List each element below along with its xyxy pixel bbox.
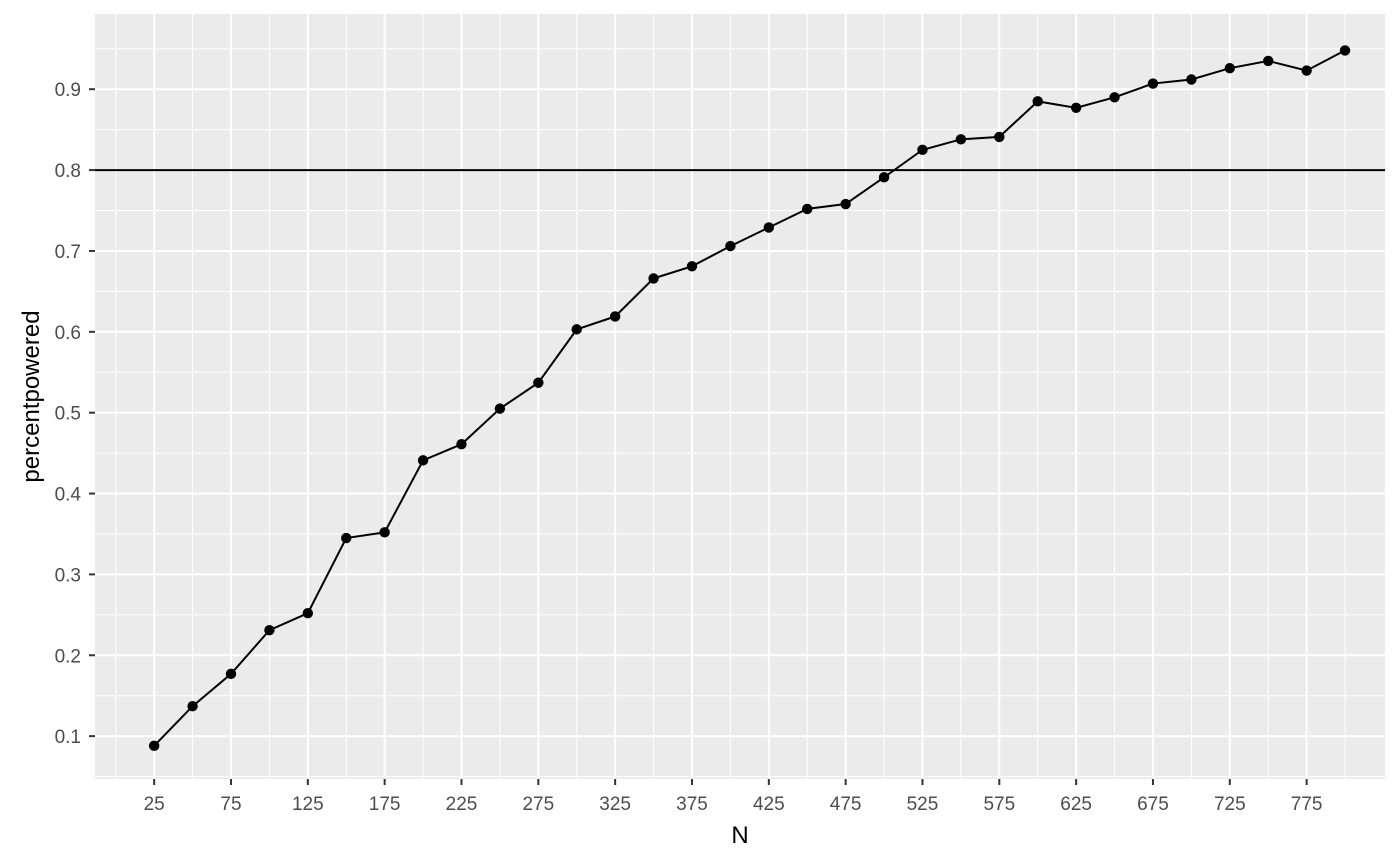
- y-tick-label: 0.5: [55, 404, 81, 425]
- x-tick-label: 375: [676, 794, 708, 815]
- data-point: [1032, 96, 1043, 107]
- data-point: [994, 131, 1005, 143]
- y-tick-label: 0.3: [55, 565, 81, 586]
- y-tick-label: 0.2: [55, 646, 81, 667]
- data-point: [878, 172, 890, 183]
- data-point: [725, 240, 736, 252]
- data-point: [840, 198, 851, 210]
- data-point: [1109, 92, 1120, 103]
- data-point: [955, 134, 967, 145]
- x-tick-label: 425: [753, 794, 785, 815]
- data-point: [148, 740, 160, 752]
- x-tick-label: 125: [292, 794, 324, 815]
- data-point: [494, 403, 506, 414]
- data-point: [1263, 55, 1274, 67]
- plot-panel: [95, 14, 1385, 779]
- data-points: [148, 45, 1351, 752]
- data-point: [417, 455, 429, 466]
- grid-major: [95, 14, 1385, 779]
- x-tick-label: 575: [983, 794, 1015, 815]
- y-axis-title: percentpowered: [18, 310, 45, 482]
- y-axis-ticks: 0.1 0.2 0.3 0.4 0.5 0.6 0.7 0.8 0.9: [55, 80, 95, 748]
- y-tick-label: 0.9: [55, 80, 81, 101]
- x-tick-label: 225: [446, 794, 478, 815]
- grid-minor: [95, 14, 1385, 779]
- data-point: [1186, 74, 1197, 85]
- x-axis-title: N: [731, 822, 748, 849]
- data-point: [456, 439, 467, 450]
- data-point: [302, 608, 314, 619]
- x-axis-ticks: 25 75 125 175 225 275 325 375 425 475 525 575 625 675…: [144, 779, 1323, 815]
- y-tick-label: 0.7: [55, 242, 81, 263]
- x-tick-label: 525: [907, 794, 939, 815]
- data-point: [533, 377, 544, 388]
- x-tick-label: 25: [144, 794, 165, 815]
- x-tick-label: 675: [1137, 794, 1169, 815]
- data-point: [1147, 78, 1159, 89]
- data-point: [264, 625, 275, 636]
- data-point: [609, 311, 621, 322]
- data-point: [1224, 62, 1236, 74]
- y-tick-label: 0.8: [55, 161, 81, 182]
- data-point: [379, 527, 390, 538]
- y-tick-label: 0.4: [55, 485, 82, 506]
- data-point: [802, 203, 813, 215]
- x-tick-label: 175: [369, 794, 401, 815]
- data-point: [648, 273, 659, 284]
- x-tick-label: 325: [599, 794, 631, 815]
- data-point: [686, 261, 698, 272]
- x-tick-label: 75: [220, 794, 241, 815]
- data-point: [763, 222, 775, 233]
- data-point: [225, 668, 237, 680]
- y-tick-label: 0.6: [55, 323, 81, 344]
- series-line: [153, 49, 1346, 747]
- data-point: [1070, 102, 1082, 114]
- x-tick-label: 775: [1291, 794, 1323, 815]
- data-point: [571, 324, 582, 335]
- data-point: [1339, 45, 1351, 56]
- data-point: [341, 532, 352, 544]
- data-point: [1301, 65, 1312, 76]
- x-tick-label: 475: [830, 794, 862, 815]
- x-tick-label: 725: [1214, 794, 1246, 815]
- data-point: [917, 144, 928, 156]
- data-point: [187, 701, 198, 712]
- y-tick-label: 0.1: [55, 727, 81, 748]
- x-tick-label: 625: [1060, 794, 1092, 815]
- x-tick-label: 275: [522, 794, 554, 815]
